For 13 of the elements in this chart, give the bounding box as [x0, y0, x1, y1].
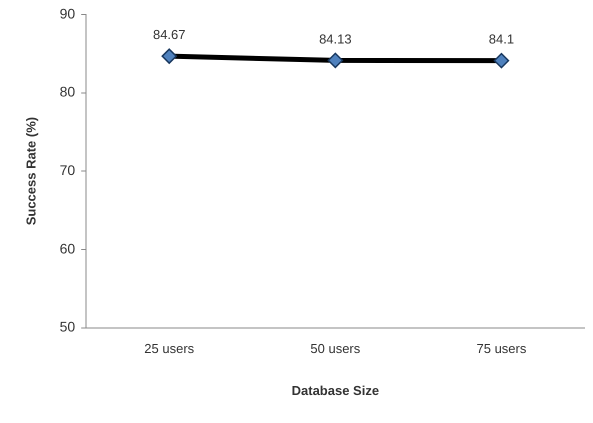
y-tick-label: 70 — [60, 162, 76, 178]
x-tick-label: 25 users — [144, 341, 195, 356]
y-tick-label: 60 — [60, 240, 76, 256]
y-axis-title: Success Rate (%) — [23, 116, 38, 226]
data-label: 84.1 — [488, 32, 514, 47]
data-label: 84.13 — [319, 31, 352, 46]
x-tick-label: 50 users — [310, 341, 361, 356]
y-tick-label: 80 — [60, 84, 76, 100]
x-axis-title: Database Size — [292, 382, 380, 398]
y-tick-label: 90 — [60, 5, 76, 22]
x-tick-label: 75 users — [476, 341, 527, 356]
y-tick-label: 50 — [60, 318, 76, 335]
data-label: 84.67 — [152, 27, 186, 42]
